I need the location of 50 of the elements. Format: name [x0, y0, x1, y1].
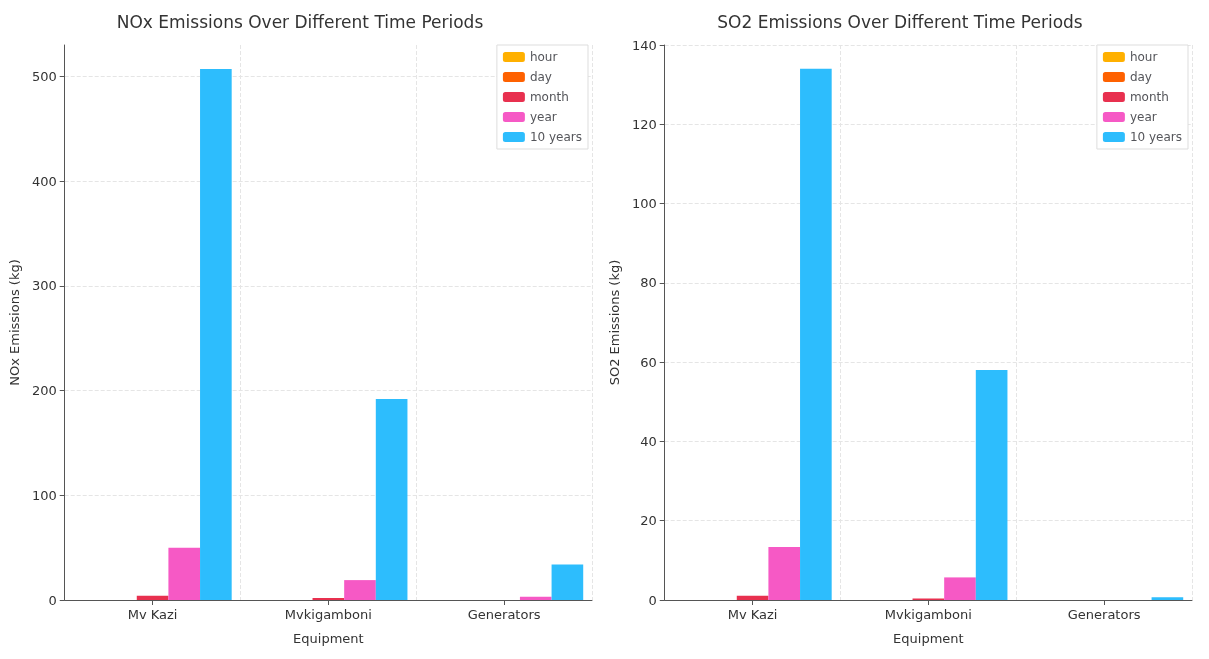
bar: [168, 547, 201, 600]
bar: [200, 69, 232, 600]
y-tick-label: 80: [640, 275, 657, 291]
y-tick-label: 200: [31, 383, 57, 399]
y-tick-label: 0: [648, 592, 657, 608]
legend-label: 10 years: [1129, 130, 1182, 144]
y-tick-label: 140: [631, 37, 657, 53]
bar: [519, 596, 552, 600]
legend-label: hour: [529, 50, 558, 64]
chart-title: SO2 Emissions Over Different Time Periods: [717, 11, 1083, 32]
y-tick-label: 40: [640, 433, 657, 449]
legend-label: 10 years: [529, 130, 582, 144]
y-tick-label: 500: [31, 68, 57, 84]
chart-title: NOx Emissions Over Different Time Periods: [116, 11, 484, 32]
y-tick-label: 60: [640, 354, 657, 370]
x-tick-label: Generators: [467, 607, 541, 622]
bar: [800, 68, 832, 600]
x-tick-label: Mvkigamboni: [284, 607, 372, 622]
bar: [551, 564, 584, 600]
y-tick-label: 300: [31, 278, 57, 294]
bar: [944, 577, 976, 600]
legend-label: month: [529, 90, 569, 104]
bar: [344, 580, 376, 600]
bar: [312, 597, 345, 600]
legend-label: hour: [1129, 50, 1158, 64]
bar: [136, 595, 169, 600]
legend-label: day: [529, 70, 552, 84]
legend-label: month: [1129, 90, 1169, 104]
legend-label: year: [529, 110, 557, 124]
x-tick-label: Generators: [1067, 607, 1141, 622]
legend-label: year: [1129, 110, 1157, 124]
bar: [736, 595, 769, 600]
x-tick-label: Mvkigamboni: [884, 607, 972, 622]
y-tick-label: 100: [31, 487, 57, 503]
y-tick-label: 20: [640, 513, 657, 529]
bar: [375, 398, 408, 600]
y-tick-label: 100: [631, 196, 657, 212]
x-tick-label: Mv Kazi: [127, 607, 178, 622]
y-tick-label: 0: [48, 592, 57, 608]
y-axis-title: SO2 Emissions (kg): [607, 259, 622, 386]
y-axis-title: NOx Emissions (kg): [7, 259, 22, 386]
y-tick-label: 120: [631, 116, 657, 132]
bar: [768, 546, 801, 600]
x-tick-label: Mv Kazi: [727, 607, 778, 622]
x-axis-title: Equipment: [893, 631, 964, 646]
y-tick-label: 400: [31, 173, 57, 189]
legend-label: day: [1129, 70, 1152, 84]
x-axis-title: Equipment: [293, 631, 364, 646]
bar: [975, 370, 1008, 600]
bar: [1151, 597, 1184, 600]
